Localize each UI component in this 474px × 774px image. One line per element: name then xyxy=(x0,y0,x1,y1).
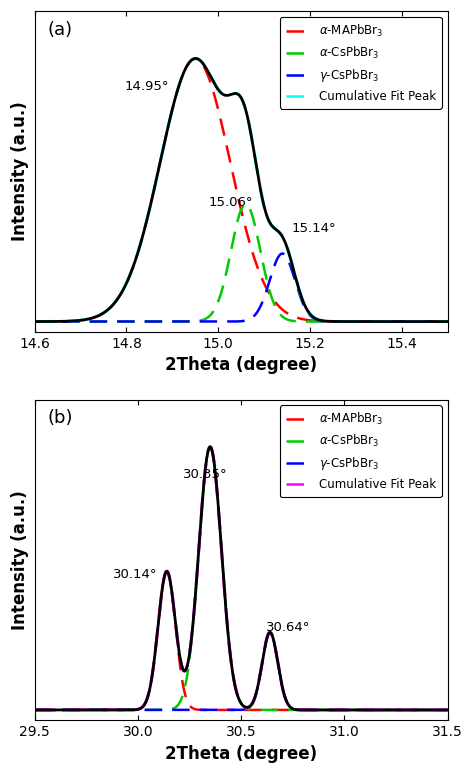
Text: 30.35°: 30.35° xyxy=(183,468,228,481)
Legend: $\alpha$-MAPbBr$_3$, $\alpha$-CsPbBr$_3$, $\gamma$-CsPbBr$_3$, Cumulative Fit Pe: $\alpha$-MAPbBr$_3$, $\alpha$-CsPbBr$_3$… xyxy=(280,17,442,108)
Text: 15.06°: 15.06° xyxy=(209,196,254,209)
X-axis label: 2Theta (degree): 2Theta (degree) xyxy=(165,357,317,375)
Text: (b): (b) xyxy=(47,409,73,427)
Y-axis label: Intensity (a.u.): Intensity (a.u.) xyxy=(11,490,29,630)
Text: 15.14°: 15.14° xyxy=(292,222,336,235)
Text: 14.95°: 14.95° xyxy=(124,80,169,93)
Text: 30.14°: 30.14° xyxy=(113,568,158,581)
Text: 30.64°: 30.64° xyxy=(266,621,310,634)
X-axis label: 2Theta (degree): 2Theta (degree) xyxy=(165,745,317,763)
Y-axis label: Intensity (a.u.): Intensity (a.u.) xyxy=(11,101,29,241)
Legend: $\alpha$-MAPbBr$_3$, $\alpha$-CsPbBr$_3$, $\gamma$-CsPbBr$_3$, Cumulative Fit Pe: $\alpha$-MAPbBr$_3$, $\alpha$-CsPbBr$_3$… xyxy=(280,406,442,497)
Text: (a): (a) xyxy=(47,21,72,39)
